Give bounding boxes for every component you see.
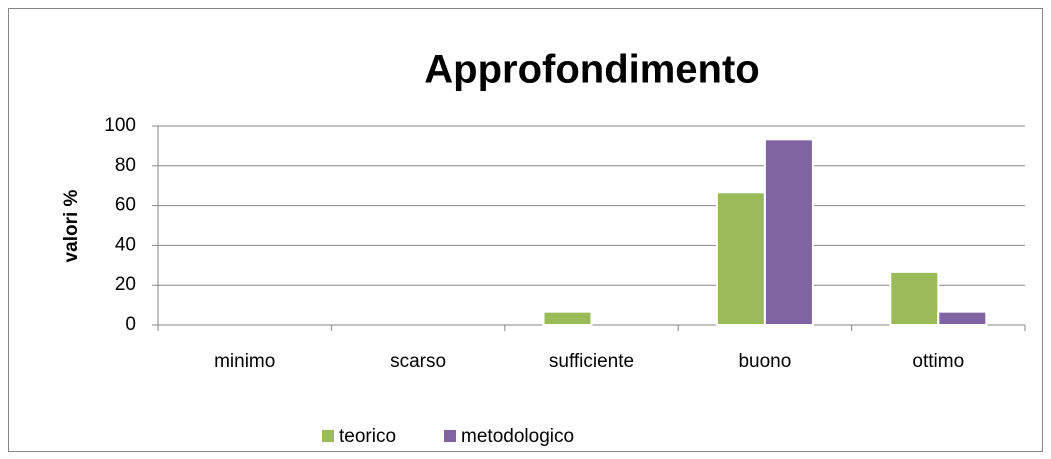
bar [715,191,766,326]
x-tick-label: scarso [390,351,446,372]
y-tick-label: 100 [104,115,136,136]
bar [889,270,940,327]
x-tick-label: minimo [214,351,275,372]
y-tick-label: 0 [125,314,136,335]
x-tick-label: buono [738,351,791,372]
y-tick-label: 60 [115,195,136,216]
y-axis-label: valori % [61,189,82,262]
legend-label: metodologico [461,426,574,447]
x-tick-label: ottimo [912,351,964,372]
legend-swatch [322,430,334,442]
bar [937,310,988,326]
bar [763,138,814,326]
chart-title: Approfondimento [424,48,760,92]
legend-label: teorico [339,426,396,447]
bar [542,310,593,326]
legend-swatch [444,430,457,442]
y-tick-label: 40 [115,234,136,255]
x-tick-label: sufficiente [549,351,634,372]
chart-border [8,8,1043,452]
y-tick-label: 80 [115,155,136,176]
y-tick-label: 20 [115,274,136,295]
